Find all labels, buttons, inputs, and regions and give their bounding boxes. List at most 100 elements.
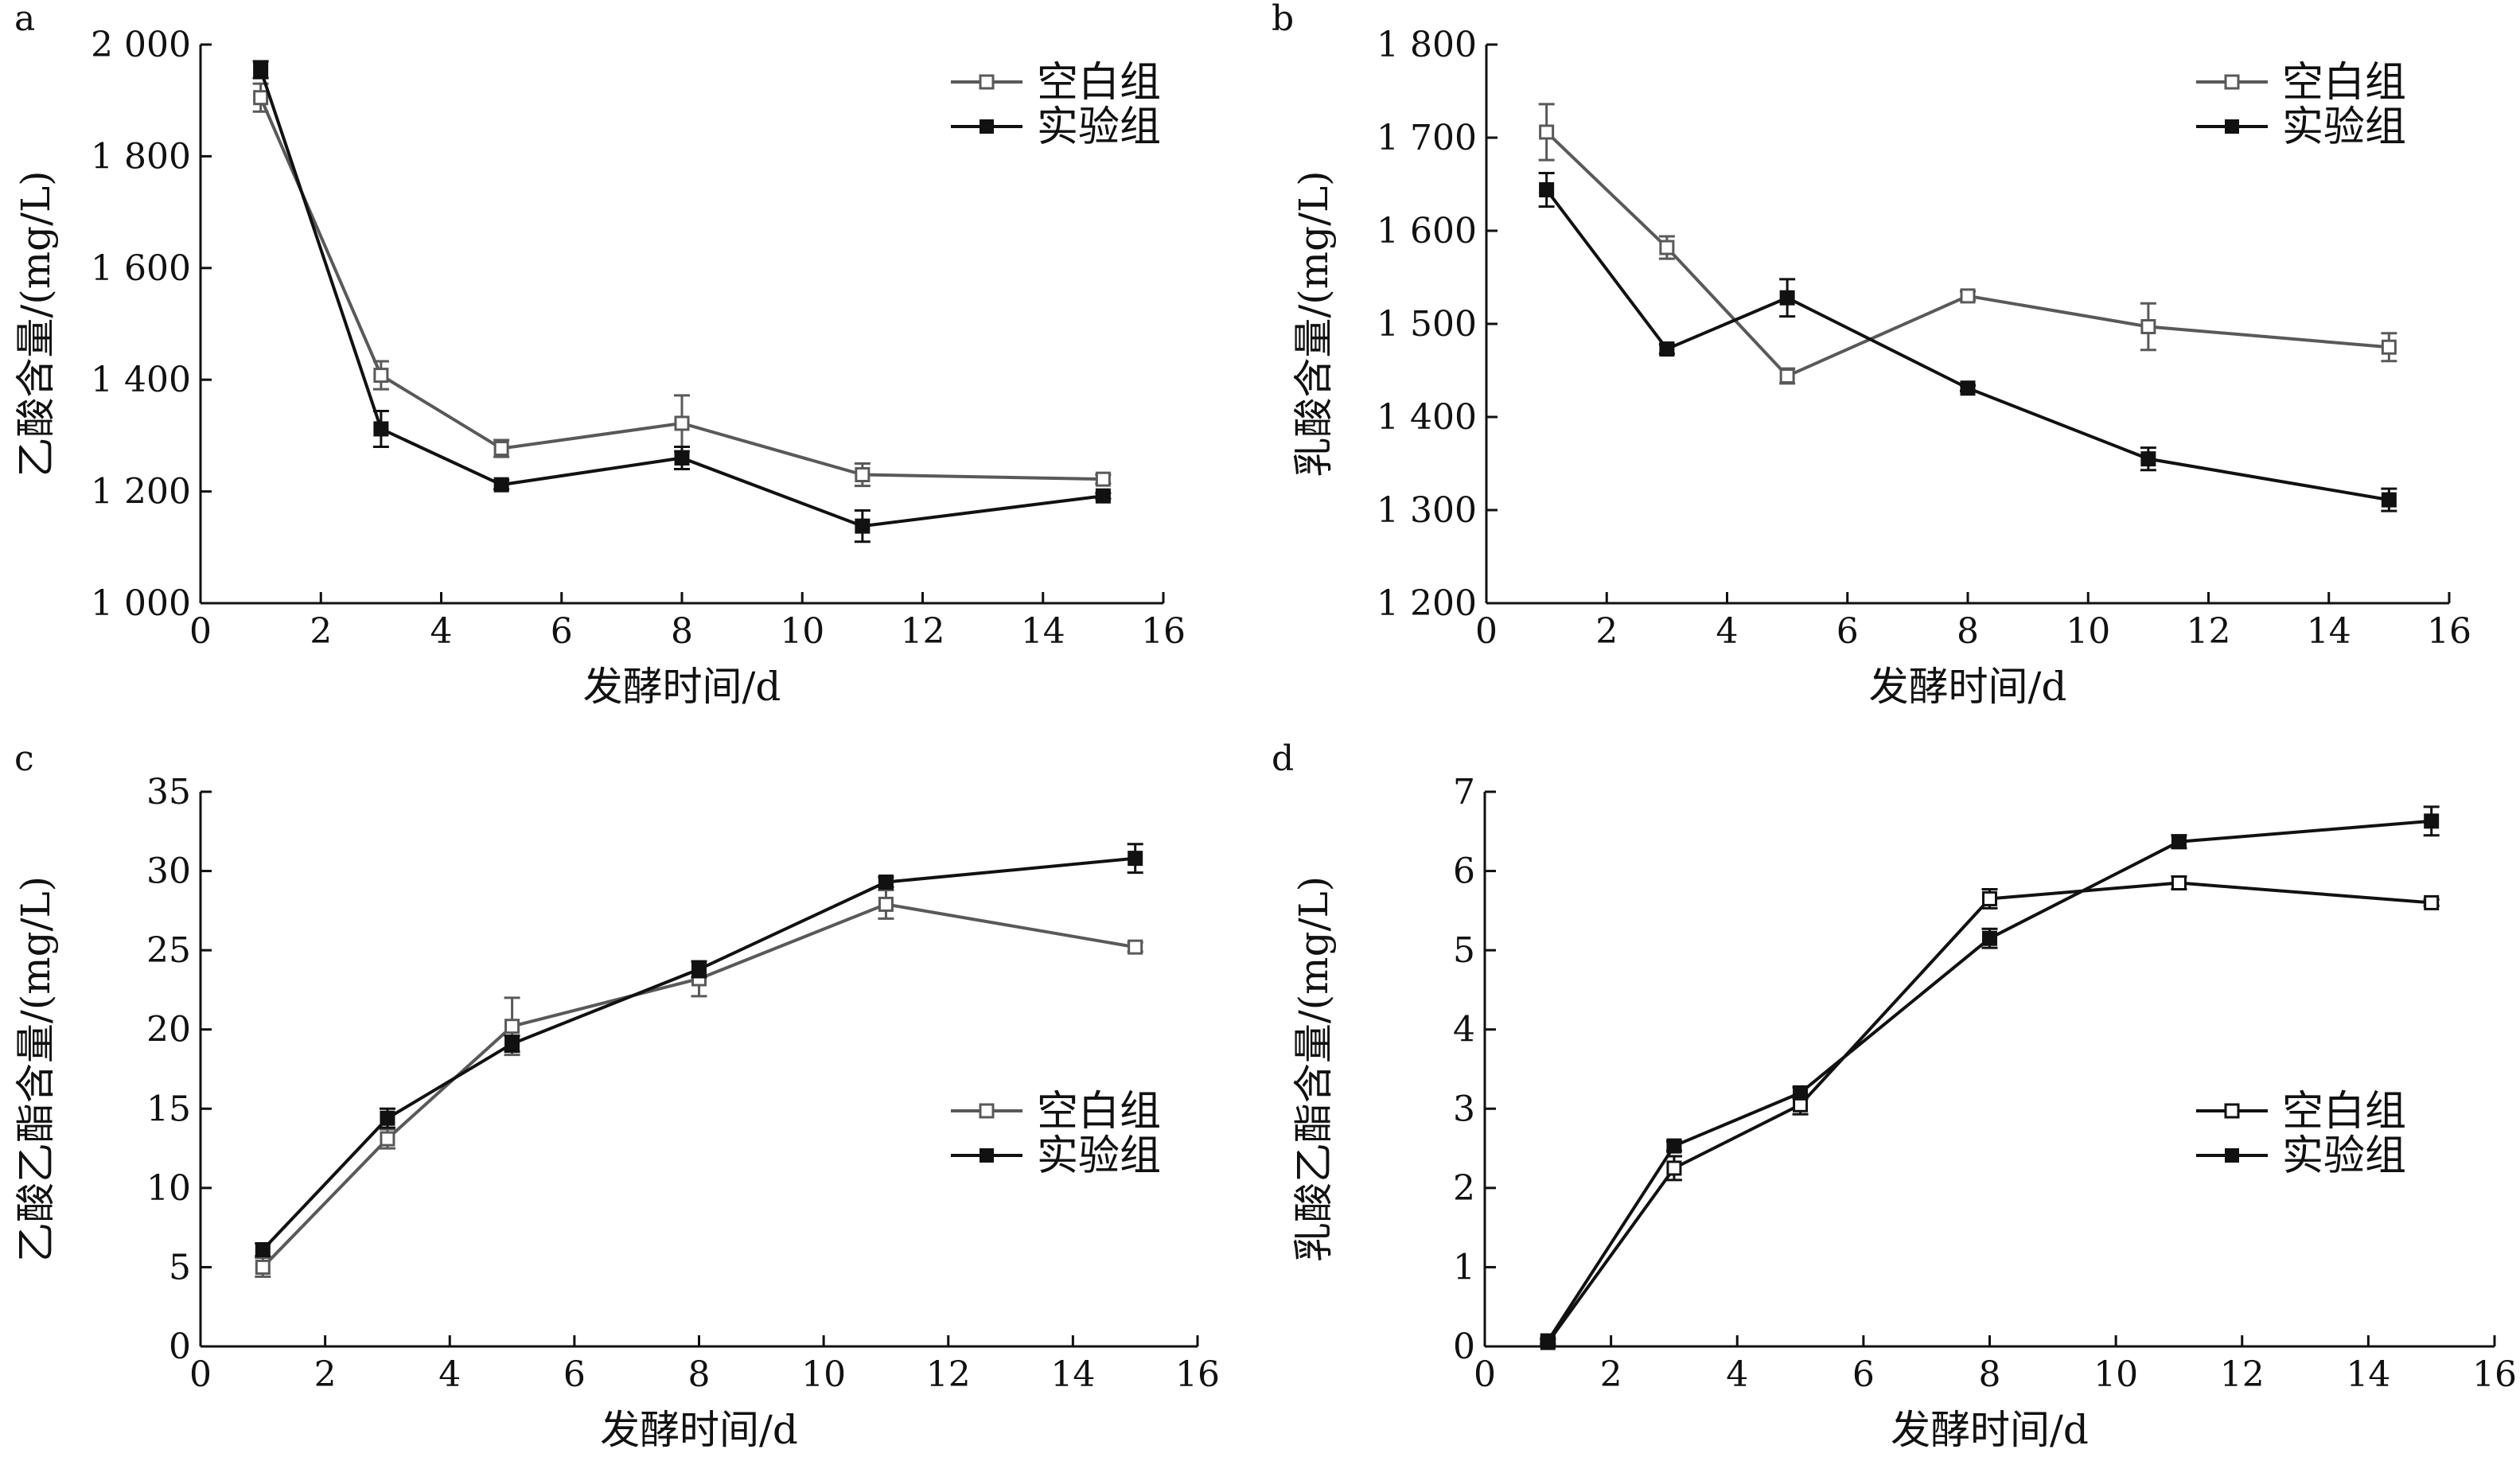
data-point [493, 441, 509, 457]
data-point [1659, 240, 1675, 255]
y-tick-label: 2 000 [91, 25, 191, 65]
y-tick-label: 1 200 [91, 472, 191, 512]
legend-marker [979, 74, 995, 90]
x-axis-label: 发酵时间/d [600, 1407, 798, 1453]
data-point [1960, 380, 1976, 396]
x-tick-label: 8 [1957, 611, 1979, 652]
legend-label: 空白组 [1037, 59, 1161, 107]
y-tick-label: 1 500 [1377, 304, 1477, 345]
data-point [1095, 471, 1111, 487]
data-point [2140, 451, 2156, 467]
data-point [855, 518, 871, 534]
y-tick-label: 0 [169, 1327, 191, 1367]
data-point [373, 368, 389, 384]
x-tick-label: 12 [2187, 611, 2231, 652]
data-point [1779, 368, 1795, 384]
data-point [1539, 124, 1555, 140]
series-blank-group [255, 888, 1143, 1278]
y-axis-label: 乙酸乙酯含量/(mg/L) [13, 876, 59, 1262]
x-tick-label: 0 [1474, 1354, 1496, 1395]
legend-marker [2225, 1148, 2239, 1163]
x-tick-label: 6 [563, 1354, 586, 1395]
y-tick-label: 1 600 [91, 248, 191, 289]
y-tick-label: 35 [146, 772, 191, 812]
x-tick-label: 0 [189, 611, 212, 652]
panel-letter: d [1272, 738, 1294, 779]
x-tick-label: 16 [2427, 611, 2471, 652]
y-tick-label: 5 [1453, 930, 1475, 971]
y-axis-label: 乙酸含量/(mg/L) [13, 170, 59, 477]
series-experiment-group [255, 843, 1143, 1258]
x-tick-label: 2 [310, 611, 332, 652]
data-point [1539, 182, 1555, 198]
data-point [1779, 290, 1795, 306]
data-point [504, 1019, 520, 1034]
chart-panel-b: b 0 2 4 6 8 10 12 14 16 1 200 1 300 1 400 1 500 1 600 1… [1272, 0, 2471, 710]
data-point [1793, 1085, 1809, 1101]
data-point [878, 875, 894, 890]
x-tick-label: 12 [2220, 1354, 2265, 1395]
y-tick-label: 1 200 [1377, 583, 1477, 624]
y-tick-label: 6 [1453, 851, 1475, 892]
y-axis-label: 乳酸乙酯含量/(mg/L) [1291, 876, 1337, 1262]
y-tick-label: 3 [1453, 1089, 1475, 1129]
legend-label: 空白组 [2282, 59, 2406, 107]
data-point [2424, 813, 2440, 829]
data-point [2171, 875, 2187, 891]
x-tick-label: 0 [189, 1354, 212, 1395]
series-line [1546, 819, 2432, 1342]
y-tick-label: 20 [146, 1010, 191, 1050]
y-tick-label: 1 400 [91, 360, 191, 400]
chart-panel-a: a 0 2 4 6 8 10 12 14 16 1 000 1 200 1 400 1 600 1 800 2… [13, 0, 1186, 710]
x-axis-label: 发酵时间/d [1869, 664, 2067, 710]
x-tick-label: 6 [1852, 1354, 1875, 1395]
data-point [674, 415, 690, 431]
x-tick-label: 4 [1716, 611, 1739, 652]
y-tick-label: 25 [146, 930, 191, 971]
data-point [1128, 939, 1143, 955]
data-point [1982, 890, 1997, 906]
data-point [691, 961, 707, 977]
x-tick-label: 4 [1726, 1354, 1748, 1395]
y-tick-label: 4 [1453, 1010, 1475, 1050]
x-tick-label: 14 [2346, 1354, 2390, 1395]
x-axis-label: 发酵时间/d [583, 664, 781, 710]
legend-label: 实验组 [2282, 1132, 2406, 1180]
series-line [261, 902, 1136, 1268]
series-line [259, 68, 1104, 528]
chart-panel-c: c 0 2 4 6 8 10 12 14 16 0 5 10 15 20 25 30 35 发酵时间/d 乙酸乙酯含量… [13, 738, 1220, 1453]
x-tick-label: 12 [901, 611, 945, 652]
y-tick-label: 5 [169, 1247, 191, 1288]
y-tick-label: 1 000 [91, 583, 191, 624]
series-experiment-group [252, 60, 1112, 543]
series-line [261, 856, 1135, 1251]
x-tick-label: 10 [801, 1354, 846, 1395]
x-tick-label: 10 [780, 611, 824, 652]
data-point [1540, 1333, 1556, 1349]
data-point [1666, 1138, 1682, 1154]
y-tick-label: 1 700 [1377, 118, 1477, 158]
legend-label: 空白组 [1037, 1088, 1161, 1136]
x-tick-label: 4 [438, 1354, 461, 1395]
y-tick-label: 1 300 [1377, 490, 1477, 531]
legend-label: 实验组 [2282, 103, 2406, 151]
y-tick-label: 1 600 [1377, 211, 1477, 251]
data-point [253, 62, 269, 78]
legend-marker [2225, 119, 2239, 134]
legend-marker [980, 119, 994, 134]
data-point [255, 1242, 271, 1258]
series-line [1546, 881, 2432, 1344]
legend-marker [979, 1103, 995, 1119]
legend-marker [980, 1148, 994, 1163]
y-tick-label: 1 400 [1377, 397, 1477, 438]
legend-marker [2224, 74, 2240, 90]
data-point [855, 467, 871, 483]
x-tick-label: 8 [688, 1354, 711, 1395]
series-experiment-group [1538, 171, 2397, 512]
x-tick-label: 12 [926, 1354, 971, 1395]
data-point [2381, 492, 2397, 508]
y-tick-label: 1 800 [91, 136, 191, 177]
